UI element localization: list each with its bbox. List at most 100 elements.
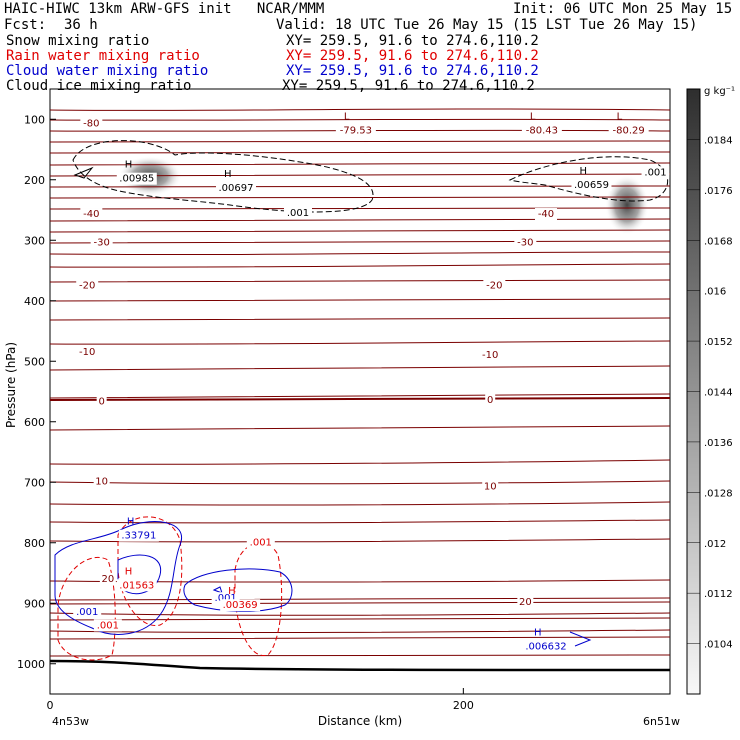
ice-contours xyxy=(72,140,669,213)
x-start-label: 4n53w xyxy=(52,715,89,728)
isotherm-label-background xyxy=(80,117,103,130)
extremum-value: .33791 xyxy=(121,531,156,542)
extremum-value-background xyxy=(220,599,261,612)
field-name-snow: Snow mixing ratio xyxy=(6,33,150,49)
isotherm-label-background xyxy=(485,393,496,406)
isotherm-label: -80 xyxy=(83,118,99,129)
contour-label-background xyxy=(73,606,102,619)
isotherm-label: 0 xyxy=(98,397,104,408)
isotherm-label: -30 xyxy=(517,237,533,248)
isotherm-label: 0 xyxy=(487,395,493,406)
x-axis-label: Distance (km) xyxy=(318,714,402,728)
terrain-surface-line xyxy=(49,659,671,672)
y-tick-label: 100 xyxy=(24,113,45,126)
isotherm-label-background xyxy=(76,345,99,358)
isotherm-label-background xyxy=(483,279,506,292)
isotherm-label: 10 xyxy=(484,481,497,492)
isotherm-label-background xyxy=(96,395,107,408)
field-xy-snow: XY= 259.5, 91.6 to 274.6,110.2 xyxy=(286,33,539,49)
y-tick-label: 1000 xyxy=(17,658,45,671)
y-axis-label: Pressure (hPa) xyxy=(4,342,18,428)
extremum-value: -79.53 xyxy=(340,125,372,136)
isotherm-label-background xyxy=(514,236,537,249)
extremum-marker: H xyxy=(125,566,133,577)
colorbar-tick-label: .0128 xyxy=(704,488,733,499)
isotherm-label: -40 xyxy=(83,209,99,220)
contour-label: .001 xyxy=(97,620,119,631)
extremum-value: .00659 xyxy=(574,180,609,191)
colorbar-tick-label: .012 xyxy=(704,539,726,550)
y-tick-label: 600 xyxy=(24,416,45,429)
isotherm-label: 20 xyxy=(101,574,114,585)
forecast-hours: 36 h xyxy=(64,17,98,33)
extremum-marker: H xyxy=(534,627,542,638)
ice-contour-small xyxy=(73,166,94,179)
colorbar-tick-label: .0152 xyxy=(704,337,733,348)
plot-frame xyxy=(49,88,671,695)
isotherm-label-background xyxy=(93,475,110,488)
y-tick-label: 300 xyxy=(24,234,45,247)
isotherm-label: -20 xyxy=(79,280,95,291)
isotherm-label-background xyxy=(517,595,534,608)
field-xy-rain: XY= 259.5, 91.6 to 274.6,110.2 xyxy=(286,48,539,64)
colorbar-tick-label: .0176 xyxy=(704,186,733,197)
isotherm-label: -10 xyxy=(79,347,95,358)
extremum-value: -80.29 xyxy=(613,125,645,136)
extremum-value-background xyxy=(116,579,157,592)
extremum-marker: H xyxy=(127,517,135,528)
extremum-value-background xyxy=(335,124,376,137)
contour-label-background xyxy=(93,619,122,632)
contour-label: .001 xyxy=(287,208,309,219)
freezing-level-line xyxy=(49,397,671,402)
field-xy-cloud-ice: XY= 259.5, 91.6 to 274.6,110.2 xyxy=(282,78,535,94)
isotherm-label-background xyxy=(482,480,499,493)
isotherm-label: -20 xyxy=(486,280,502,291)
extremum-marker: H xyxy=(224,169,232,180)
y-tick-label: 500 xyxy=(24,355,45,368)
isotherm-label-background xyxy=(80,208,103,221)
colorbar-tick-label: .0144 xyxy=(704,388,733,399)
colorbar-tick-label: .016 xyxy=(704,287,726,298)
extremum-value-background xyxy=(216,181,256,194)
extremum-value: .01563 xyxy=(119,580,154,591)
extremum-marker: L xyxy=(344,111,350,122)
extremum-value-background xyxy=(523,640,569,653)
contour-label-background xyxy=(284,206,312,219)
contour-label: .001 xyxy=(76,607,98,618)
colorbar-tick-label: .0168 xyxy=(704,236,733,247)
extremum-marker: L xyxy=(617,111,623,122)
extremum-marker: L xyxy=(530,111,536,122)
cloud-water-contours xyxy=(54,521,592,647)
contour-label: .001 xyxy=(215,593,237,604)
y-tick-label: 800 xyxy=(24,537,45,550)
colorbar-unit: g kg⁻¹ xyxy=(704,86,735,97)
field-name-cloud-ice: Cloud ice mixing ratio xyxy=(6,78,192,94)
extremum-value: .00697 xyxy=(219,183,254,194)
isotherm-label: 10 xyxy=(95,476,108,487)
colorbar-tick-label: .0136 xyxy=(704,438,733,449)
colorbar-tick-label: .0104 xyxy=(704,640,733,651)
isotherm-label: -30 xyxy=(93,237,109,248)
isotherm-label-background xyxy=(76,279,99,292)
extremum-value-background xyxy=(521,124,562,137)
contour-label-background xyxy=(246,536,275,549)
y-tick-label: 700 xyxy=(24,476,45,489)
y-tick-label: 900 xyxy=(24,597,45,610)
field-name-cloud-water: Cloud water mixing ratio xyxy=(6,63,209,79)
y-tick-label: 400 xyxy=(24,295,45,308)
isotherm-label: -40 xyxy=(538,209,554,220)
y-tick-label: 200 xyxy=(24,174,45,187)
extremum-value: .00985 xyxy=(119,174,154,185)
field-name-rain: Rain water mixing ratio xyxy=(6,48,200,64)
extremum-marker: H xyxy=(579,166,587,177)
isotherm-label-background xyxy=(479,348,502,361)
init-time: Init: 06 UTC Mon 25 May 15 xyxy=(513,1,733,17)
isotherm-label-background xyxy=(90,236,113,249)
isotherm-label: -10 xyxy=(482,350,498,361)
extremum-value-background xyxy=(608,124,649,137)
extremum-value-background xyxy=(571,178,612,191)
x-tick-label: 0 xyxy=(47,699,54,712)
field-xy-cloud-water: XY= 259.5, 91.6 to 274.6,110.2 xyxy=(286,63,539,79)
contour-label: .001 xyxy=(250,538,272,549)
